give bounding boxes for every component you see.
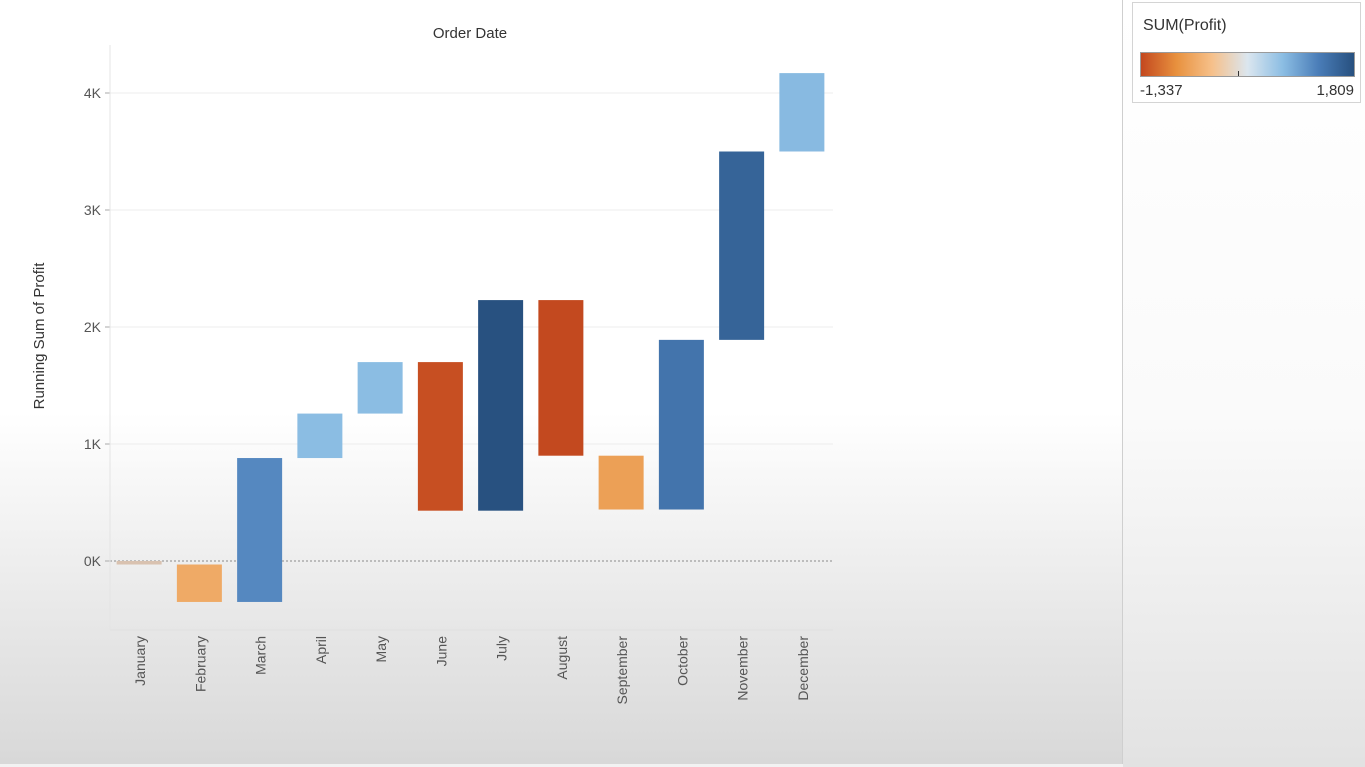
- x-tick-label: April: [313, 636, 329, 664]
- x-tick-label: March: [253, 636, 269, 675]
- gridlines: [110, 92, 833, 562]
- bar-may[interactable]: [357, 362, 403, 414]
- x-tick-label: May: [373, 636, 389, 662]
- x-tick-label: June: [433, 636, 449, 667]
- legend-min-label: -1,337: [1140, 82, 1183, 99]
- chart-svg: Order Date Running Sum of Profit 0K 1K 2K 3…: [31, 25, 833, 705]
- y-tick-label: 3K: [84, 202, 102, 218]
- legend-center-tick: [1238, 71, 1239, 76]
- bar-march[interactable]: [237, 458, 283, 602]
- y-tick-label: 1K: [84, 436, 102, 452]
- bar-january[interactable]: [116, 561, 162, 565]
- bar-august[interactable]: [538, 300, 584, 456]
- y-tick-label: 4K: [84, 85, 102, 101]
- y-axis-ticks: 0K 1K 2K 3K 4K: [84, 45, 111, 630]
- x-tick-label: October: [674, 636, 690, 686]
- bar-september[interactable]: [598, 455, 644, 510]
- x-tick-label: November: [735, 636, 751, 701]
- x-tick-label: July: [494, 636, 510, 661]
- color-legend[interactable]: SUM(Profit) -1,337 1,809: [1132, 2, 1361, 103]
- x-axis-ticks: January February March April May June July Augu…: [110, 629, 833, 705]
- bar-november[interactable]: [719, 151, 765, 340]
- x-tick-label: September: [614, 636, 630, 705]
- bar-july[interactable]: [478, 300, 524, 511]
- x-tick-label: January: [132, 636, 148, 686]
- bar-june[interactable]: [417, 362, 463, 511]
- y-tick-label: 0K: [84, 553, 102, 569]
- y-tick-label: 2K: [84, 319, 102, 335]
- bars: [116, 73, 825, 602]
- x-tick-label: August: [554, 636, 570, 680]
- y-axis-label: Running Sum of Profit: [31, 262, 48, 410]
- bar-february[interactable]: [176, 564, 222, 602]
- legend-title: SUM(Profit): [1143, 17, 1227, 34]
- legend-max-label: 1,809: [1316, 82, 1354, 99]
- side-panel: [1123, 0, 1365, 767]
- bar-april[interactable]: [297, 413, 343, 459]
- bar-december[interactable]: [779, 73, 825, 152]
- bar-october[interactable]: [658, 339, 704, 510]
- x-tick-label: February: [192, 636, 208, 692]
- x-tick-label: December: [795, 636, 811, 701]
- legend-color-ramp: [1140, 52, 1355, 77]
- chart-title: Order Date: [433, 25, 507, 42]
- chart-view: Order Date Running Sum of Profit 0K 1K 2K 3…: [0, 0, 1123, 764]
